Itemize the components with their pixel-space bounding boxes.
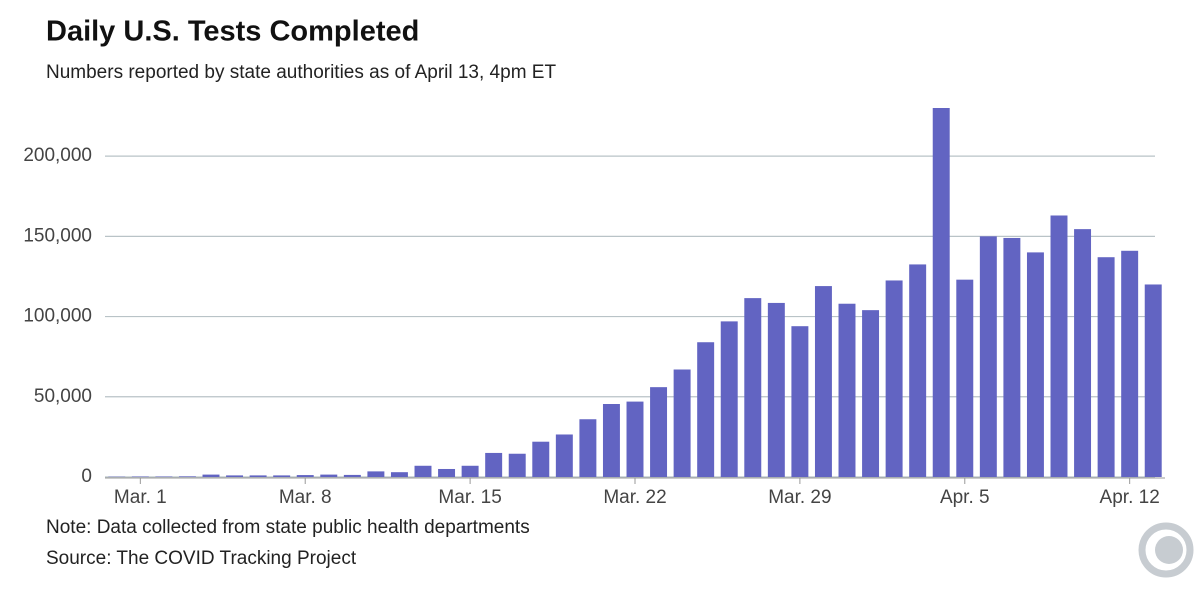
bar (602, 404, 620, 477)
x-tick-label: Mar. 8 (279, 487, 332, 508)
bar (343, 474, 361, 477)
bar (1074, 229, 1092, 477)
x-tick-label: Mar. 29 (768, 487, 831, 508)
bar (626, 401, 644, 477)
bar (1026, 252, 1044, 477)
y-tick-label: 0 (81, 466, 92, 487)
bar (273, 475, 291, 477)
bar (956, 279, 974, 477)
chart-title: Daily U.S. Tests Completed (46, 16, 419, 48)
bar (791, 326, 809, 477)
bar (508, 453, 526, 477)
y-tick-label: 200,000 (23, 145, 92, 166)
bar (814, 286, 832, 477)
bar (1003, 237, 1021, 477)
bar (767, 302, 785, 477)
bar (720, 321, 738, 477)
y-tick-label: 150,000 (23, 225, 92, 246)
bar (485, 452, 503, 477)
x-tick-label: Mar. 22 (603, 487, 666, 508)
bar (390, 472, 408, 477)
bar (1121, 250, 1139, 477)
bar (744, 298, 762, 477)
bar (555, 434, 573, 477)
bar (367, 471, 385, 477)
logo (1138, 522, 1194, 578)
bar (320, 474, 338, 477)
bar (885, 280, 903, 477)
bar (226, 475, 244, 477)
x-tick-label: Apr. 12 (1100, 487, 1160, 508)
bar (838, 303, 856, 477)
bar (979, 236, 997, 477)
source: Source: The COVID Tracking Project (46, 548, 357, 569)
x-tick-label: Mar. 1 (114, 487, 167, 508)
bar (178, 476, 196, 477)
bar (249, 475, 267, 477)
bar (697, 342, 715, 477)
bar (438, 468, 456, 477)
bar (1144, 284, 1162, 477)
bar (532, 441, 550, 477)
bar (202, 474, 220, 477)
bar (1050, 215, 1068, 477)
bar (909, 264, 927, 477)
chart-subtitle: Numbers reported by state authorities as… (46, 62, 556, 83)
note: Note: Data collected from state public h… (46, 517, 530, 538)
bar (673, 369, 691, 477)
x-tick-label: Mar. 15 (438, 487, 501, 508)
bar (296, 475, 314, 477)
bar (650, 387, 668, 477)
y-tick-label: 50,000 (34, 386, 92, 407)
bar (579, 419, 597, 477)
x-tick-label: Apr. 5 (940, 487, 990, 508)
bar (414, 465, 432, 477)
bar (932, 108, 950, 477)
bar (461, 465, 479, 477)
y-tick-label: 100,000 (23, 306, 92, 327)
bar (1097, 257, 1115, 477)
bar (862, 310, 880, 477)
